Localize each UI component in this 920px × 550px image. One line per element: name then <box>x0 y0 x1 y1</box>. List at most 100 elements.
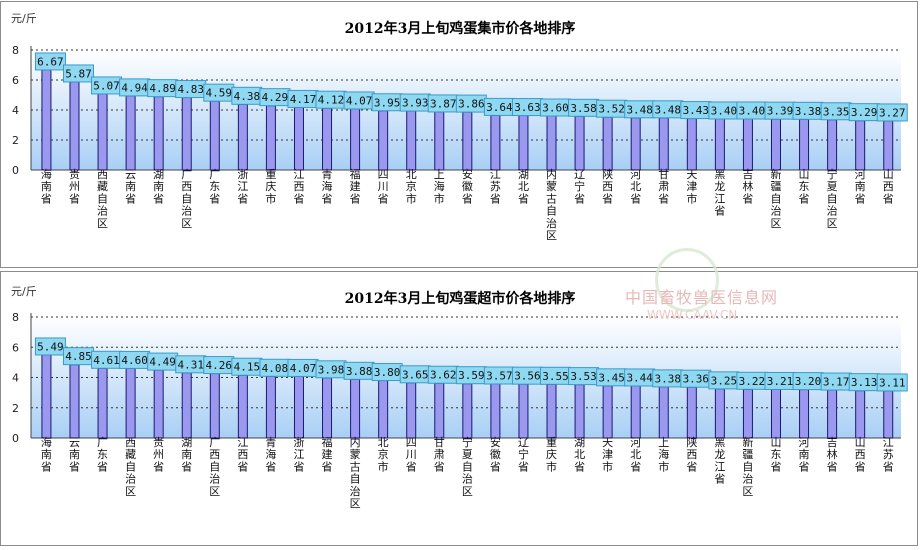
data-label: 3.48 <box>655 103 682 116</box>
x-tick-label: 山西省 <box>855 436 866 473</box>
bar <box>630 117 641 171</box>
data-label: 3.55 <box>542 370 569 383</box>
bar <box>855 120 866 171</box>
x-tick-label: 重庆市 <box>546 435 557 473</box>
bar <box>322 377 333 439</box>
bar <box>827 119 838 171</box>
data-label-box <box>62 64 94 83</box>
x-tick-label: 天津市 <box>602 436 613 473</box>
bar <box>799 118 810 171</box>
data-label: 4.08 <box>262 362 289 375</box>
data-label: 3.39 <box>767 105 794 118</box>
x-tick-label: 海南省 <box>41 435 52 473</box>
data-label: 3.98 <box>318 363 345 376</box>
bar <box>602 385 613 439</box>
bar <box>462 383 473 439</box>
x-tick-label: 北京市 <box>378 436 389 473</box>
y-axis-unit-label: 元/斤 <box>11 285 37 298</box>
x-tick-label: 湖北省 <box>574 436 585 473</box>
x-tick-label: 西藏自治区 <box>97 168 108 230</box>
bar <box>406 110 417 171</box>
data-label: 3.27 <box>879 106 906 119</box>
data-label: 3.44 <box>626 371 653 384</box>
x-tick-label: 天津市 <box>686 168 697 205</box>
data-label: 4.49 <box>149 356 176 369</box>
x-tick-label: 四川省 <box>406 436 417 473</box>
x-tick-label: 内蒙古自治区 <box>546 167 557 242</box>
bar <box>658 117 669 171</box>
bar <box>686 386 697 439</box>
data-label: 3.65 <box>402 368 429 381</box>
market-price-chart-panel: 元/斤 2012年3月上旬鸡蛋集市价各地排序 0 2 4 6 8 6.67 海南省 5.87 贵… <box>0 1 918 268</box>
x-tick-label: 吉林省 <box>742 168 753 205</box>
data-label: 4.60 <box>121 354 148 367</box>
bar <box>125 367 136 439</box>
x-tick-label: 黑龙江省 <box>714 436 725 486</box>
bar <box>69 364 80 439</box>
bar <box>322 107 333 171</box>
x-tick-label: 福建省 <box>350 167 361 205</box>
bar <box>378 380 389 439</box>
data-label: 5.87 <box>65 67 92 80</box>
data-label: 3.25 <box>711 374 738 387</box>
x-tick-label: 广西自治区 <box>209 436 220 498</box>
bar <box>574 115 585 171</box>
x-tick-label: 云南省 <box>69 436 80 473</box>
bar <box>490 114 501 171</box>
data-label: 3.40 <box>711 105 738 118</box>
bar <box>686 118 697 171</box>
data-label: 4.31 <box>177 358 204 371</box>
data-label: 4.61 <box>93 354 120 367</box>
bar <box>153 369 164 439</box>
data-label: 3.53 <box>570 370 597 383</box>
y-tick-label: 0 <box>12 164 19 177</box>
bar <box>153 96 164 171</box>
x-tick-label: 江苏省 <box>490 168 501 205</box>
x-tick-label: 湖北省 <box>518 168 529 205</box>
bar <box>658 386 669 439</box>
x-tick-label: 贵州省 <box>69 168 80 205</box>
data-label-box <box>876 103 908 122</box>
x-tick-label: 青海省 <box>322 168 333 205</box>
x-tick-label: 广西自治区 <box>181 168 192 230</box>
x-tick-label: 江西省 <box>237 436 248 473</box>
bar <box>378 110 389 171</box>
bar <box>770 388 781 439</box>
x-tick-label: 福建省 <box>322 435 333 473</box>
bar <box>883 390 894 439</box>
x-tick-label: 黑龙江省 <box>714 168 725 218</box>
x-tick-label: 陕西省 <box>602 167 613 205</box>
data-label: 3.62 <box>430 369 457 382</box>
chart-title: 2012年3月上旬鸡蛋超市价各地排序 <box>344 291 576 307</box>
bar <box>209 373 220 439</box>
y-tick-label: 8 <box>12 44 19 57</box>
x-tick-label: 新疆自治区 <box>742 435 753 498</box>
bar <box>350 378 361 439</box>
bar <box>41 354 52 439</box>
bar <box>265 375 276 439</box>
data-label: 4.38 <box>234 90 261 103</box>
data-label: 4.59 <box>206 87 233 100</box>
x-tick-label: 江西省 <box>293 168 304 205</box>
x-tick-label: 青海省 <box>265 436 276 473</box>
data-label: 4.12 <box>318 94 345 107</box>
data-label: 3.95 <box>374 96 401 109</box>
bar <box>742 118 753 171</box>
bar <box>350 108 361 171</box>
data-label: 3.58 <box>570 102 597 115</box>
bar <box>237 103 248 171</box>
bar <box>574 384 585 439</box>
data-label: 3.87 <box>430 97 457 110</box>
data-label: 6.67 <box>37 55 64 68</box>
data-label: 4.83 <box>177 83 204 96</box>
bar <box>209 100 220 171</box>
x-tick-label: 辽宁省 <box>574 168 585 205</box>
x-tick-label: 上海市 <box>434 168 445 205</box>
data-label: 4.15 <box>234 361 261 374</box>
bar <box>181 97 192 171</box>
y-tick-label: 0 <box>12 432 19 445</box>
data-label: 3.59 <box>458 369 485 382</box>
data-label-box <box>34 52 66 71</box>
x-tick-label: 安徽省 <box>490 435 501 473</box>
